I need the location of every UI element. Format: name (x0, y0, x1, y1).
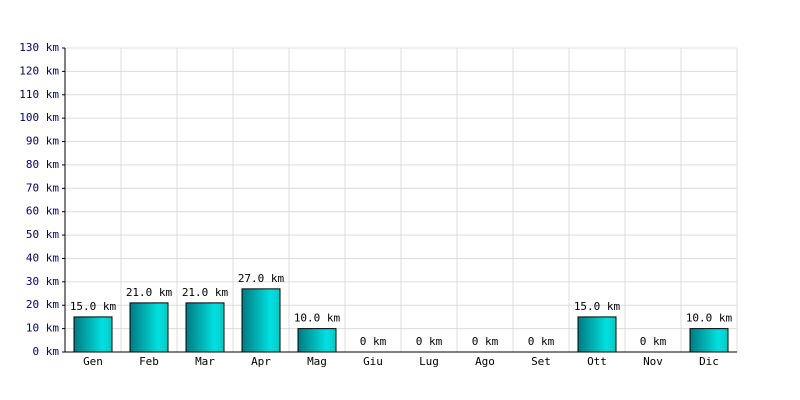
value-label: 0 km (528, 335, 555, 348)
bar (129, 302, 169, 353)
value-label: 21.0 km (126, 286, 173, 299)
x-tick-label: Lug (419, 355, 439, 368)
value-label: 0 km (640, 335, 667, 348)
y-tick-label: 50 km (26, 228, 59, 241)
value-label: 0 km (360, 335, 387, 348)
value-label: 10.0 km (686, 312, 733, 325)
value-label: 0 km (472, 335, 499, 348)
x-tick-label: Gen (83, 355, 103, 368)
x-tick-label: Mar (195, 355, 215, 368)
x-tick-label: Feb (139, 355, 159, 368)
y-tick-label: 120 km (19, 64, 59, 77)
x-tick-label: Dic (699, 355, 719, 368)
y-tick-label: 70 km (26, 181, 59, 194)
x-tick-label: Set (531, 355, 551, 368)
value-label: 10.0 km (294, 312, 341, 325)
bar (73, 316, 113, 353)
y-tick-label: 130 km (19, 41, 59, 54)
y-tick-label: 30 km (26, 275, 59, 288)
y-tick-label: 60 km (26, 205, 59, 218)
bar (241, 288, 281, 353)
y-tick-label: 110 km (19, 88, 59, 101)
value-label: 15.0 km (70, 300, 117, 313)
value-label: 21.0 km (182, 286, 229, 299)
x-tick-label: Giu (363, 355, 383, 368)
y-tick-label: 10 km (26, 322, 59, 335)
y-tick-label: 100 km (19, 111, 59, 124)
y-tick-label: 40 km (26, 251, 59, 264)
y-tick-label: 0 km (33, 345, 60, 358)
x-tick-label: Ott (587, 355, 607, 368)
value-label: 15.0 km (574, 300, 621, 313)
y-tick-label: 90 km (26, 135, 59, 148)
x-tick-label: Apr (251, 355, 271, 368)
x-tick-label: Mag (307, 355, 327, 368)
bar (577, 316, 617, 353)
bar (689, 328, 729, 353)
x-tick-label: Nov (643, 355, 663, 368)
value-label: 27.0 km (238, 272, 285, 285)
y-tick-label: 80 km (26, 158, 59, 171)
y-tick-label: 20 km (26, 298, 59, 311)
bar (185, 302, 225, 353)
bar (297, 328, 337, 353)
value-label: 0 km (416, 335, 443, 348)
x-tick-label: Ago (475, 355, 495, 368)
